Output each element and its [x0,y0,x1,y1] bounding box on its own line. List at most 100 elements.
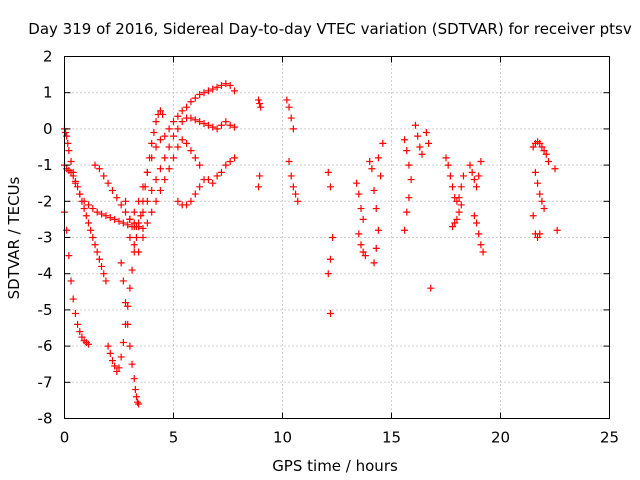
data-point [119,219,127,227]
data-point [111,362,119,370]
data-point [473,183,481,191]
data-point [74,320,82,328]
data-point [542,150,550,158]
data-points [61,80,561,408]
data-point [124,221,132,229]
data-point [196,91,204,99]
data-point [444,161,452,169]
data-point [191,94,199,102]
data-point [76,190,84,198]
y-tick-label: 1 [43,84,53,102]
data-point [457,183,465,191]
data-point [329,234,337,241]
data-point [370,259,378,267]
chart-title: Day 319 of 2016, Sidereal Day-to-day VTE… [28,20,632,38]
data-point [139,208,147,216]
data-point [122,320,130,328]
x-tick-label: 15 [382,429,401,447]
data-point [470,212,478,220]
data-point [200,89,208,97]
series-9 [126,136,204,256]
data-point [161,176,169,184]
data-point [191,190,199,198]
series-16 [401,136,415,234]
data-point [540,147,548,155]
data-point [84,219,92,227]
data-point [64,139,72,147]
data-point [538,143,546,151]
data-point [156,136,164,144]
data-point [174,112,182,120]
data-point [135,248,143,256]
data-point [357,205,365,213]
data-point [126,215,134,223]
data-point [446,172,454,180]
data-point [534,234,542,241]
data-point [401,226,409,234]
data-point [91,241,99,249]
data-point [534,179,542,187]
data-point [69,172,77,180]
data-point [113,194,121,202]
data-point [283,96,291,104]
data-point [139,234,147,241]
data-point [178,118,186,126]
data-point [131,386,139,394]
data-point [89,205,97,213]
data-point [143,219,151,227]
data-point [187,197,195,205]
data-point [135,197,143,205]
data-point [95,255,103,263]
data-point [531,168,539,176]
data-point [473,219,481,227]
data-point [359,215,367,223]
data-point [126,284,134,292]
data-point [292,190,300,198]
data-point [355,190,363,198]
data-point [414,132,422,140]
data-point [379,139,387,147]
data-point [134,398,142,406]
data-point [74,183,82,191]
data-point [401,136,409,144]
data-point [128,266,136,274]
series-1 [61,208,92,348]
data-point [411,121,419,129]
data-point [115,364,123,372]
data-point [148,186,156,194]
data-point [403,208,411,216]
data-point [143,197,151,205]
data-point [466,161,474,169]
data-point [191,154,199,162]
data-point [255,183,263,191]
data-point [540,205,548,213]
data-point [161,132,169,140]
data-point [115,217,123,225]
data-point [209,179,217,187]
data-point [255,96,263,104]
data-point [126,342,134,350]
data-point [104,179,112,187]
data-point [161,154,169,162]
x-tick-label: 10 [273,429,292,447]
data-point [178,107,186,115]
series-8 [122,114,239,231]
y-tick-label: -2 [38,192,53,210]
data-point [368,165,376,173]
data-point [470,176,478,184]
data-point [453,197,461,205]
data-point [124,302,132,310]
data-point [370,186,378,194]
data-point [287,172,295,180]
data-point [130,223,138,231]
data-point [156,186,164,194]
data-point [361,252,369,260]
data-point [98,210,106,218]
data-point [479,248,487,256]
data-point [289,125,297,133]
data-point [117,353,125,361]
data-point [117,201,125,209]
data-point [231,87,239,95]
data-point [113,367,121,375]
